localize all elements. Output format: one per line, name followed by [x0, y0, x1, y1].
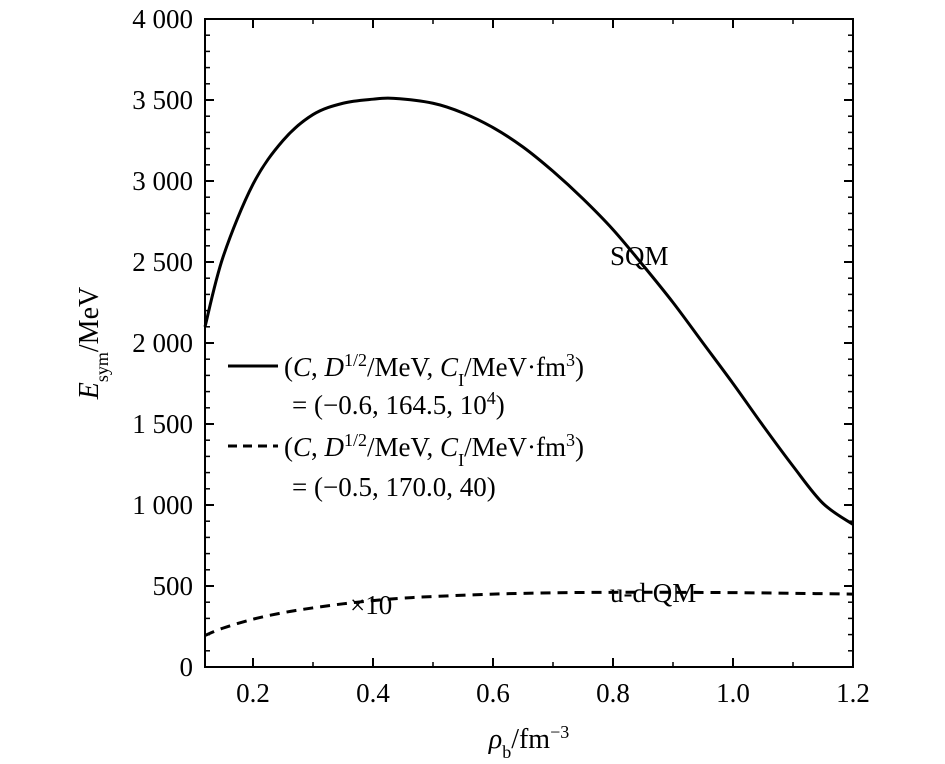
legend-solid-label-line1: (C, D1/2/MeV, CI/MeV·fm3)	[284, 350, 584, 390]
y-tick-label: 4 000	[132, 4, 193, 34]
solid-series-line	[203, 96, 854, 526]
legend-dashed-label-line1: (C, D1/2/MeV, CI/MeV·fm3)	[284, 430, 584, 470]
x-ticks: 0.2 0.4 0.6 0.8 1.0 1.2	[236, 19, 870, 708]
scale-annotation: ×10	[350, 590, 392, 620]
y-tick-label: 2 500	[132, 247, 193, 277]
y-tick-label: 1 000	[132, 490, 193, 520]
x-axis-title: ρb/fm−3	[488, 722, 570, 762]
x-tick-label: 1.0	[716, 678, 750, 708]
x-tick-label: 0.8	[596, 678, 630, 708]
y-tick-label: 3 000	[132, 166, 193, 196]
x-tick-label: 0.4	[356, 678, 390, 708]
legend: (C, D1/2/MeV, CI/MeV·fm3) = (−0.6, 164.5…	[228, 350, 584, 502]
legend-dashed-label-line2: = (−0.5, 170.0, 40)	[292, 472, 496, 502]
legend-solid-label-line2: = (−0.6, 164.5, 104)	[292, 388, 505, 420]
y-tick-label: 500	[153, 571, 194, 601]
y-axis-title: Esym/MeV	[74, 287, 112, 400]
y-tick-label: 2 000	[132, 328, 193, 358]
x-tick-label: 0.6	[476, 678, 510, 708]
x-tick-label: 0.2	[236, 678, 270, 708]
y-ticks: 0 500 1 000 1 500 2 000 2 500 3 000 3 500 4 000	[132, 4, 853, 682]
y-tick-label: 0	[180, 652, 194, 682]
dashed-series-line	[204, 590, 854, 637]
x-tick-label: 1.2	[836, 678, 870, 708]
y-tick-label: 1 500	[132, 409, 193, 439]
plot-frame	[204, 18, 854, 668]
series-group	[203, 96, 854, 637]
sqm-annotation: SQM	[610, 241, 669, 271]
udqm-annotation: u-d QM	[610, 578, 696, 608]
y-tick-label: 3 500	[132, 85, 193, 115]
